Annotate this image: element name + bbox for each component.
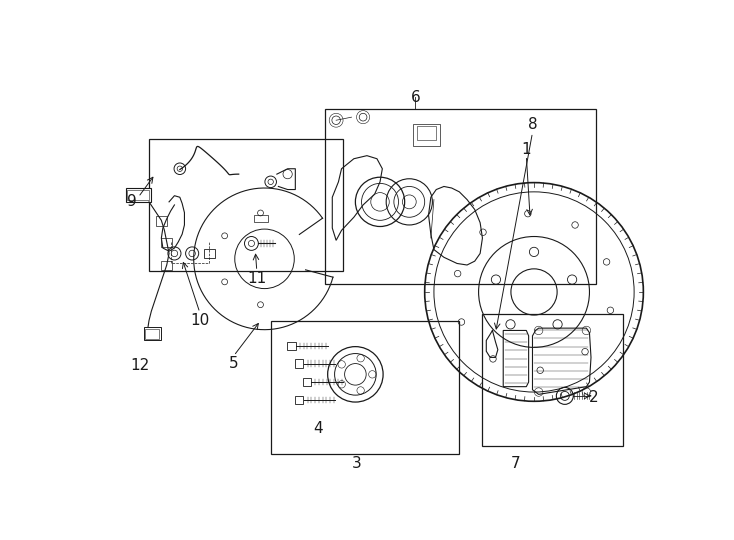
Text: 4: 4 — [313, 421, 323, 436]
Bar — [295, 359, 303, 368]
Bar — [417, 126, 436, 140]
Bar — [149, 139, 343, 271]
Text: 2: 2 — [589, 390, 599, 405]
Bar — [128, 190, 149, 200]
Bar — [161, 261, 172, 271]
Bar — [156, 217, 167, 226]
Text: 10: 10 — [190, 313, 209, 328]
Bar — [287, 342, 296, 350]
Text: 11: 11 — [247, 272, 266, 286]
Bar — [271, 321, 459, 454]
Bar — [205, 249, 215, 258]
Bar — [482, 314, 622, 446]
Bar — [254, 215, 268, 222]
Text: 6: 6 — [410, 90, 421, 105]
Bar — [295, 395, 303, 404]
Text: 8: 8 — [528, 117, 537, 132]
Bar — [144, 327, 161, 340]
Bar — [413, 124, 440, 146]
Bar — [145, 329, 159, 339]
Text: 5: 5 — [229, 356, 239, 371]
Bar — [324, 109, 595, 284]
Text: 12: 12 — [130, 357, 150, 373]
Text: 1: 1 — [522, 142, 531, 157]
Bar — [126, 188, 150, 202]
Text: 7: 7 — [511, 456, 520, 471]
Text: 3: 3 — [352, 456, 362, 471]
Bar — [161, 238, 172, 247]
Text: 9: 9 — [127, 194, 137, 210]
Bar — [302, 378, 311, 386]
